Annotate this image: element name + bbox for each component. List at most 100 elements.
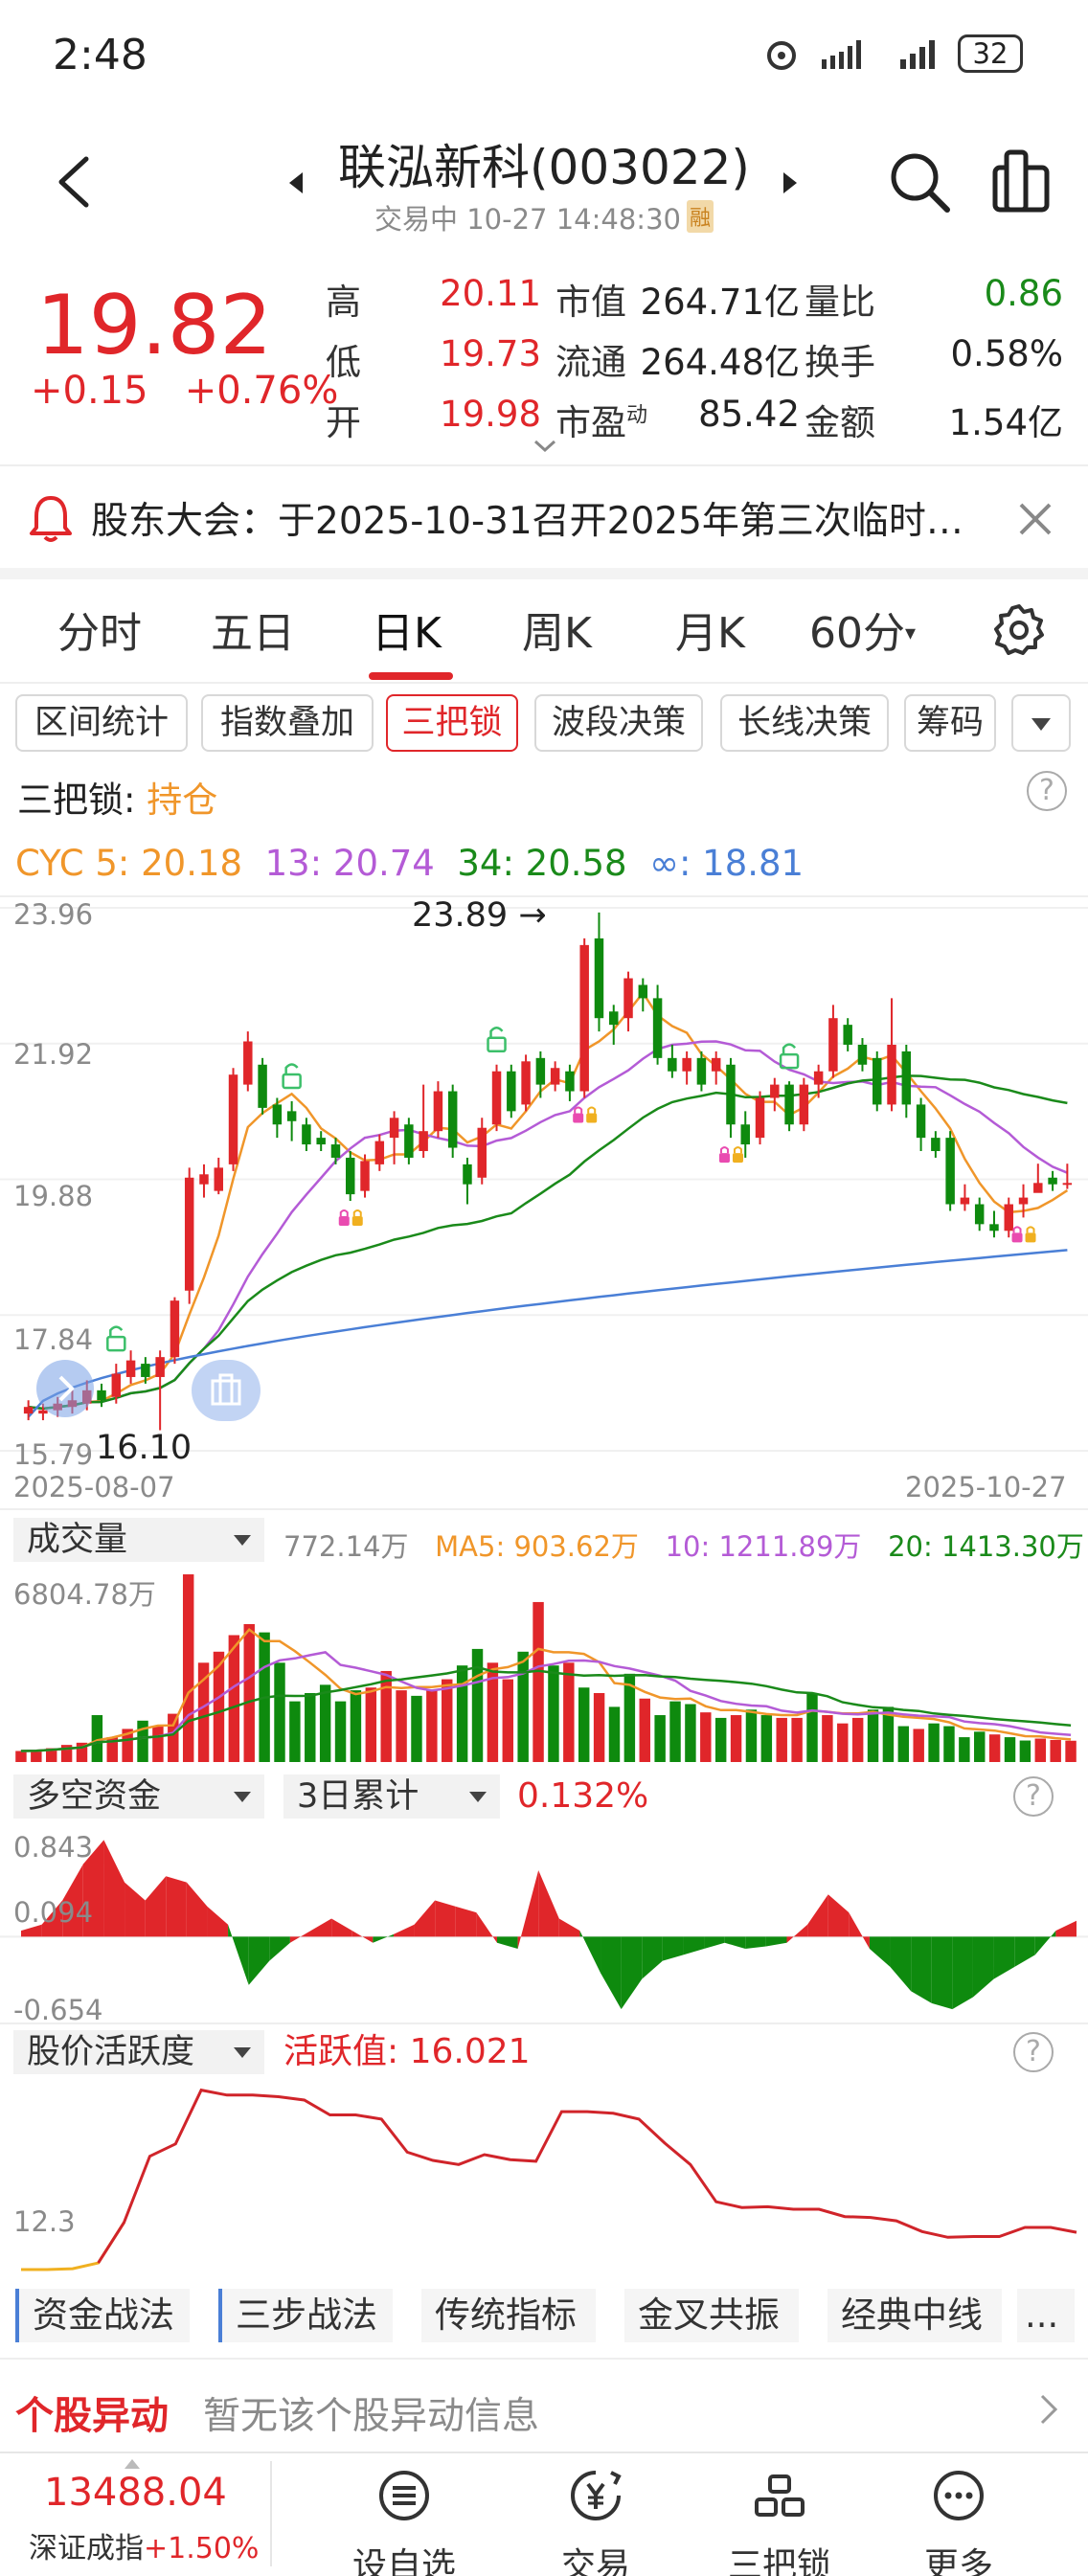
fund-period-selector[interactable]: 3日累计 xyxy=(283,1774,500,1819)
tab-weekly-k[interactable]: 周K xyxy=(522,609,592,658)
volume-bar xyxy=(943,1726,955,1762)
fund-flow-chart[interactable] xyxy=(0,1829,1088,2021)
chip-three-locks[interactable]: 三把锁 xyxy=(386,694,518,752)
candle-body xyxy=(1033,1183,1043,1193)
strategy-three-step[interactable]: 三步战法 xyxy=(218,2289,393,2342)
strategy-more[interactable]: ... xyxy=(1017,2289,1075,2342)
chevron-right-icon xyxy=(58,1375,75,1402)
notice-bar[interactable]: 股东大会：于2025-10-31召开2025年第三次临时… xyxy=(0,464,1088,568)
volume-selector[interactable]: 成交量 xyxy=(13,1518,264,1562)
strategy-traditional[interactable]: 传统指标 xyxy=(421,2289,596,2342)
candle-body xyxy=(828,1018,838,1072)
nav-more[interactable]: 更多 xyxy=(923,2546,993,2576)
candle-body xyxy=(565,1071,575,1092)
volume-bar xyxy=(563,1662,575,1762)
volume-bar xyxy=(685,1704,696,1762)
prev-stock-arrow[interactable] xyxy=(289,172,303,193)
strategy-fund-tactics[interactable]: 资金战法 xyxy=(15,2289,190,2342)
closed-lock-icon xyxy=(573,1113,584,1123)
three-locks-status: 三把锁: 持仓 xyxy=(17,771,217,823)
next-stock-arrow[interactable] xyxy=(783,172,797,193)
chip-band-decision[interactable]: 波段决策 xyxy=(534,694,703,752)
fund-area-segment xyxy=(662,1936,684,1961)
volume-bar xyxy=(168,1713,179,1762)
tab-intraday[interactable]: 分时 xyxy=(57,609,142,658)
fund-area-segment xyxy=(807,1894,828,1937)
tab-five-day[interactable]: 五日 xyxy=(211,609,295,658)
notice-text: 股东大会：于2025-10-31召开2025年第三次临时… xyxy=(91,500,963,543)
fund-area-segment xyxy=(724,1936,746,1950)
tab-daily-k[interactable]: 日K xyxy=(372,609,442,658)
stock-alert-bar[interactable]: 个股异动 暂无该个股异动信息 xyxy=(0,2358,1088,2453)
volume-bar xyxy=(411,1695,422,1762)
index-info[interactable]: 深证成指+1.50% xyxy=(29,2524,259,2566)
fullscreen-button[interactable] xyxy=(192,1360,261,1421)
candle-body xyxy=(974,1204,985,1225)
volume-bar xyxy=(791,1717,803,1762)
chip-longline-decision[interactable]: 长线决策 xyxy=(720,694,889,752)
activity-chart[interactable] xyxy=(0,2078,1088,2279)
candle-body xyxy=(931,1138,941,1152)
nav-watchlist[interactable]: 设自选 xyxy=(351,2546,456,2576)
fund-area-segment xyxy=(414,1900,436,1937)
trade-yen-icon[interactable] xyxy=(569,2469,623,2522)
candle-body xyxy=(507,1071,516,1112)
tab-60min[interactable]: 60分▾ xyxy=(809,599,916,660)
nav-trade[interactable]: 交易 xyxy=(560,2546,630,2576)
volume-ma5: MA5: 903.62万 xyxy=(435,1530,639,1563)
volume-bar xyxy=(760,1715,773,1762)
index-value[interactable]: 13488.04 xyxy=(44,2471,227,2515)
chip-chips[interactable]: 筹码 xyxy=(904,694,996,752)
chip-range-stats[interactable]: 区间统计 xyxy=(15,694,188,752)
open-lock-icon xyxy=(282,1073,302,1090)
watchlist-icon[interactable] xyxy=(377,2469,431,2522)
strategy-classic-mid[interactable]: 经典中线 xyxy=(827,2289,1002,2342)
volume-ma20: 20: 1413.30万 xyxy=(888,1530,1084,1563)
chip-index-overlay[interactable]: 指数叠加 xyxy=(201,694,374,752)
three-locks-icon[interactable] xyxy=(753,2469,806,2522)
fund-area-segment xyxy=(393,1924,415,1937)
settings-gear-icon[interactable] xyxy=(993,603,1045,655)
back-icon[interactable] xyxy=(48,153,105,211)
activity-selector[interactable]: 股价活跃度 xyxy=(13,2030,264,2074)
landscape-icon xyxy=(211,1373,241,1406)
help-icon-fund[interactable]: ? xyxy=(1013,1776,1054,1817)
nav-three-locks[interactable]: 三把锁 xyxy=(727,2546,831,2576)
fund-area-segment xyxy=(911,1936,932,2003)
volume-bar xyxy=(152,1726,164,1762)
tab-monthly-k[interactable]: 月K xyxy=(675,609,745,658)
fund-selector[interactable]: 多空资金 xyxy=(13,1774,264,1819)
candle-body xyxy=(784,1084,794,1125)
fund-area-segment xyxy=(455,1906,477,1937)
candle-body xyxy=(1018,1197,1029,1205)
activity-line xyxy=(97,2088,1077,2264)
chip-more-dropdown[interactable] xyxy=(1011,694,1071,752)
low-label: 低 xyxy=(326,342,361,383)
candle-body xyxy=(374,1141,385,1164)
more-icon[interactable] xyxy=(932,2469,986,2522)
kline-chart[interactable] xyxy=(0,891,1088,1465)
margin-badge: 融 xyxy=(686,200,714,233)
volume-bar xyxy=(487,1662,499,1762)
volume-bar xyxy=(1019,1740,1031,1762)
landscape-toggle-icon[interactable] xyxy=(991,148,1051,214)
volume-bar xyxy=(106,1737,118,1762)
expand-chevron-icon[interactable] xyxy=(533,439,557,454)
fund-ytick-1: 0.843 xyxy=(13,1831,94,1864)
candle-body xyxy=(141,1364,150,1377)
turnover-label: 换手 xyxy=(805,342,875,383)
volume-bar xyxy=(959,1737,970,1762)
close-icon[interactable] xyxy=(1017,501,1054,537)
current-price: 19.82 xyxy=(36,278,273,373)
help-icon-main[interactable]: ? xyxy=(1027,771,1067,811)
candle-body xyxy=(843,1025,852,1045)
alert-text: 暂无该个股异动信息 xyxy=(203,2395,540,2438)
candle-body xyxy=(960,1197,970,1205)
scroll-left-button[interactable] xyxy=(36,1360,94,1417)
volume-chart[interactable] xyxy=(0,1570,1088,1767)
cyc5-line xyxy=(28,990,1069,1411)
strategy-golden-cross[interactable]: 金叉共振 xyxy=(624,2289,799,2342)
volume-bar xyxy=(350,1690,362,1762)
help-icon-activity[interactable]: ? xyxy=(1013,2032,1054,2072)
search-icon[interactable] xyxy=(886,148,953,215)
